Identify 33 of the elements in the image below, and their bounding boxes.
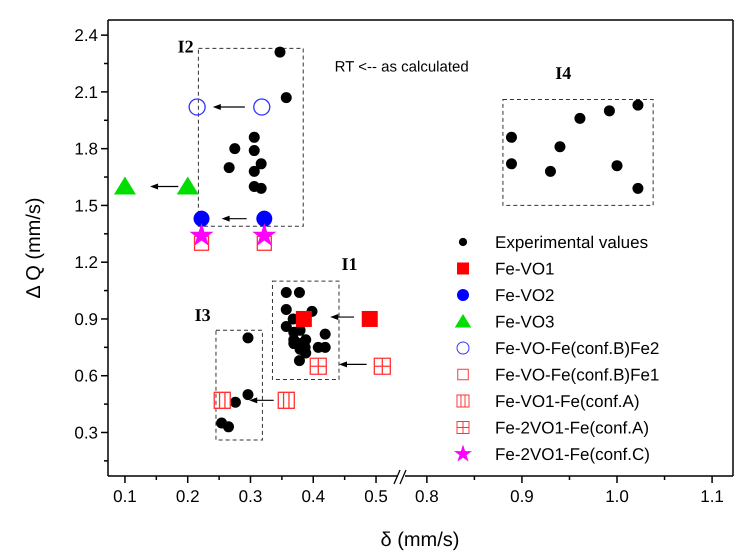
legend-label: Fe-VO1-Fe(conf.A) bbox=[495, 392, 640, 411]
y-tick-label: 0.9 bbox=[74, 310, 98, 329]
annotation: I3 bbox=[194, 305, 211, 326]
x-tick-label: 1.0 bbox=[605, 487, 629, 506]
legend-label: Fe-VO2 bbox=[495, 286, 555, 305]
x-tick-label: 0.1 bbox=[113, 487, 137, 506]
x-tick-label: 0.4 bbox=[301, 487, 326, 506]
y-tick-label: 2.1 bbox=[74, 82, 98, 102]
legend-label: Fe-VO-Fe(conf.B)Fe1 bbox=[495, 366, 660, 384]
x-tick-label: 1.1 bbox=[700, 487, 724, 506]
x-tick-label: 0.9 bbox=[510, 487, 534, 506]
y-tick-label: 1.2 bbox=[74, 253, 98, 272]
y-tick-label: 2.4 bbox=[74, 26, 98, 46]
annotation: I2 bbox=[178, 36, 194, 56]
legend-label: Fe-VO-Fe(conf.B)Fe2 bbox=[495, 339, 660, 358]
x-tick-label: 0.3 bbox=[238, 487, 262, 506]
legend-label: Fe-VO3 bbox=[495, 312, 555, 332]
y-axis-title: Δ Q (mm/s) bbox=[23, 197, 45, 299]
x-axis-title: δ (mm/s) bbox=[380, 529, 460, 551]
x-tick-label: 0.8 bbox=[415, 487, 439, 506]
y-tick-label: 0.3 bbox=[74, 423, 98, 442]
annotation: RT <-- as calculated bbox=[334, 58, 469, 76]
x-tick-label: 0.2 bbox=[176, 487, 200, 506]
legend-label: Fe-VO1 bbox=[495, 260, 555, 278]
annotation: I1 bbox=[342, 254, 358, 274]
x-tick-label: 0.5 bbox=[364, 487, 388, 506]
legend-label: Fe-2VO1-Fe(conf.C) bbox=[495, 445, 650, 464]
legend-label: Fe-2VO1-Fe(conf.A) bbox=[495, 418, 649, 438]
y-tick-label: 1.8 bbox=[74, 140, 98, 159]
y-tick-label: 0.6 bbox=[74, 366, 98, 386]
y-tick-label: 1.5 bbox=[74, 196, 98, 216]
annotation: I4 bbox=[555, 62, 572, 83]
legend-label: Experimental values bbox=[495, 233, 648, 252]
